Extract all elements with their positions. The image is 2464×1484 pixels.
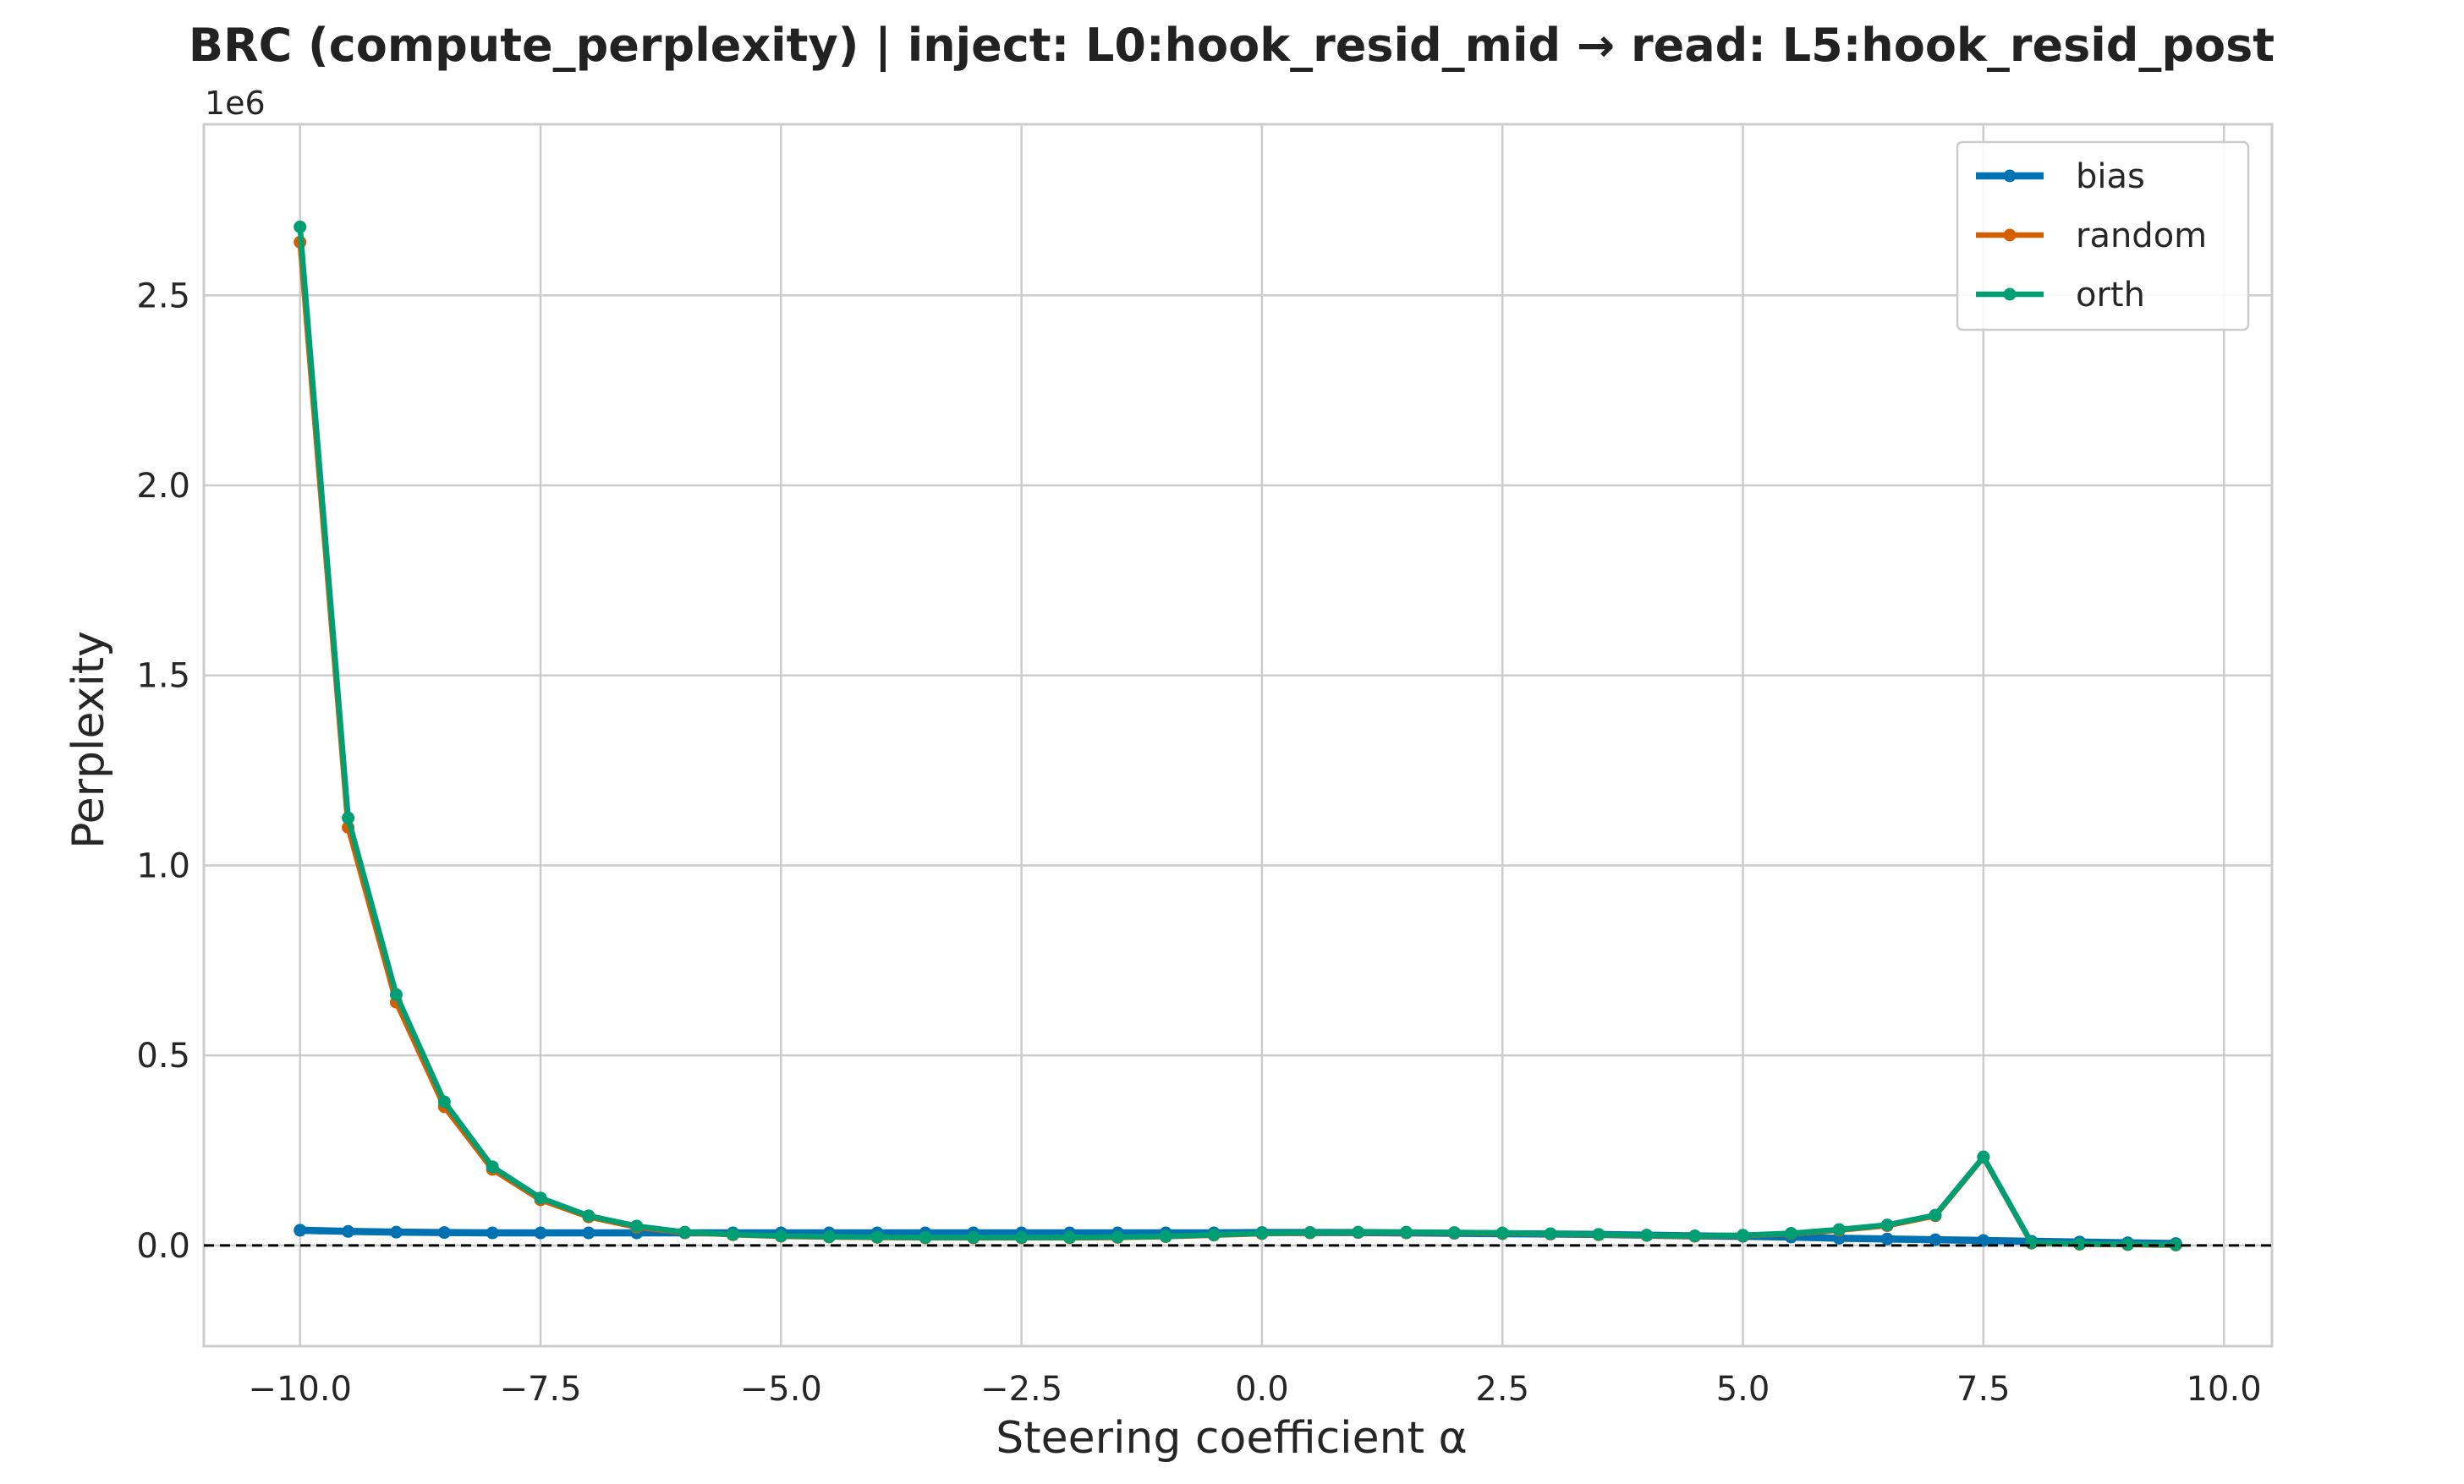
legend-marker-bias [2003,169,2017,183]
data-point-orth [1784,1227,1797,1240]
data-point-orth [1495,1226,1509,1240]
x-tick-label: −7.5 [499,1370,581,1409]
data-point-orth [294,220,307,233]
data-point-bias [342,1224,355,1238]
data-point-orth [678,1225,692,1239]
x-tick-label: 5.0 [1716,1370,1770,1409]
data-point-orth [1111,1230,1124,1244]
data-point-orth [342,811,355,824]
legend-label-orth: orth [2076,276,2145,315]
data-point-orth [1207,1228,1221,1241]
data-point-orth [1688,1229,1702,1243]
plot-border [202,123,2274,1348]
x-tick-label: 7.5 [1956,1370,2011,1409]
data-point-orth [389,988,403,1001]
data-point-orth [437,1095,451,1109]
y-axis-label: Perplexity [63,631,114,849]
data-point-bias [1929,1233,1942,1246]
data-point-orth [1544,1227,1557,1240]
data-point-orth [1977,1150,1990,1164]
data-point-bias [534,1226,547,1240]
y-axis-offset-label: 1e6 [205,85,266,122]
data-point-orth [919,1230,932,1244]
y-tick-label: 2.5 [136,277,190,315]
data-point-orth [1255,1227,1269,1240]
data-point-orth [1303,1226,1317,1240]
data-point-orth [1880,1218,1894,1232]
data-point-bias [1977,1234,1990,1247]
legend-marker-orth [2003,287,2017,301]
data-point-orth [1929,1208,1942,1222]
y-tick-label: 1.5 [136,657,190,696]
data-point-orth [726,1228,739,1241]
series-line-orth [297,224,2179,1248]
y-tick-label: 1.0 [136,846,190,885]
x-tick-label: 2.5 [1475,1370,1529,1409]
data-point-orth [967,1230,980,1244]
data-point-bias [1880,1232,1894,1246]
data-point-orth [1400,1225,1413,1239]
data-point-orth [630,1219,644,1233]
y-tick-label: 0.5 [136,1037,190,1076]
data-point-orth [1447,1226,1461,1240]
legend-marker-random [2003,228,2017,242]
y-tick-label: 0.0 [136,1227,190,1266]
x-tick-label: −2.5 [980,1370,1062,1409]
x-tick-label: 10.0 [2187,1370,2262,1409]
data-point-orth [774,1229,787,1243]
y-tick-label: 2.0 [136,467,190,506]
x-tick-label: −5.0 [740,1370,822,1409]
legend-label-random: random [2076,216,2207,255]
data-point-orth [2025,1236,2039,1250]
data-point-orth [822,1230,836,1244]
data-point-orth [870,1230,884,1244]
legend: bias random orth [1956,140,2250,331]
data-point-bias [294,1224,307,1237]
x-tick-label: −10.0 [248,1370,352,1409]
data-point-bias [486,1226,499,1240]
data-point-orth [1640,1229,1654,1242]
data-point-bias [437,1226,451,1240]
data-point-orth [582,1209,595,1223]
data-point-bias [389,1225,403,1239]
data-point-orth [2121,1238,2134,1251]
data-point-orth [1062,1230,1076,1244]
data-point-orth [1737,1229,1750,1242]
chart-title: BRC (compute_perplexity) | inject: L0:ho… [189,19,2275,72]
legend-box [1956,140,2250,331]
data-point-orth [1592,1228,1605,1241]
data-point-orth [2169,1238,2182,1251]
data-point-orth [1159,1229,1172,1243]
legend-label-bias: bias [2076,157,2145,196]
data-point-orth [486,1160,499,1174]
x-tick-label: 0.0 [1235,1370,1289,1409]
series-orth [294,220,2182,1251]
data-point-orth [1352,1225,1365,1239]
data-point-orth [2073,1237,2087,1251]
data-point-orth [1832,1223,1846,1236]
x-axis-label: Steering coefficient α [996,1413,1468,1464]
data-point-orth [534,1191,547,1205]
data-point-bias [582,1226,595,1240]
data-point-orth [1015,1230,1029,1244]
